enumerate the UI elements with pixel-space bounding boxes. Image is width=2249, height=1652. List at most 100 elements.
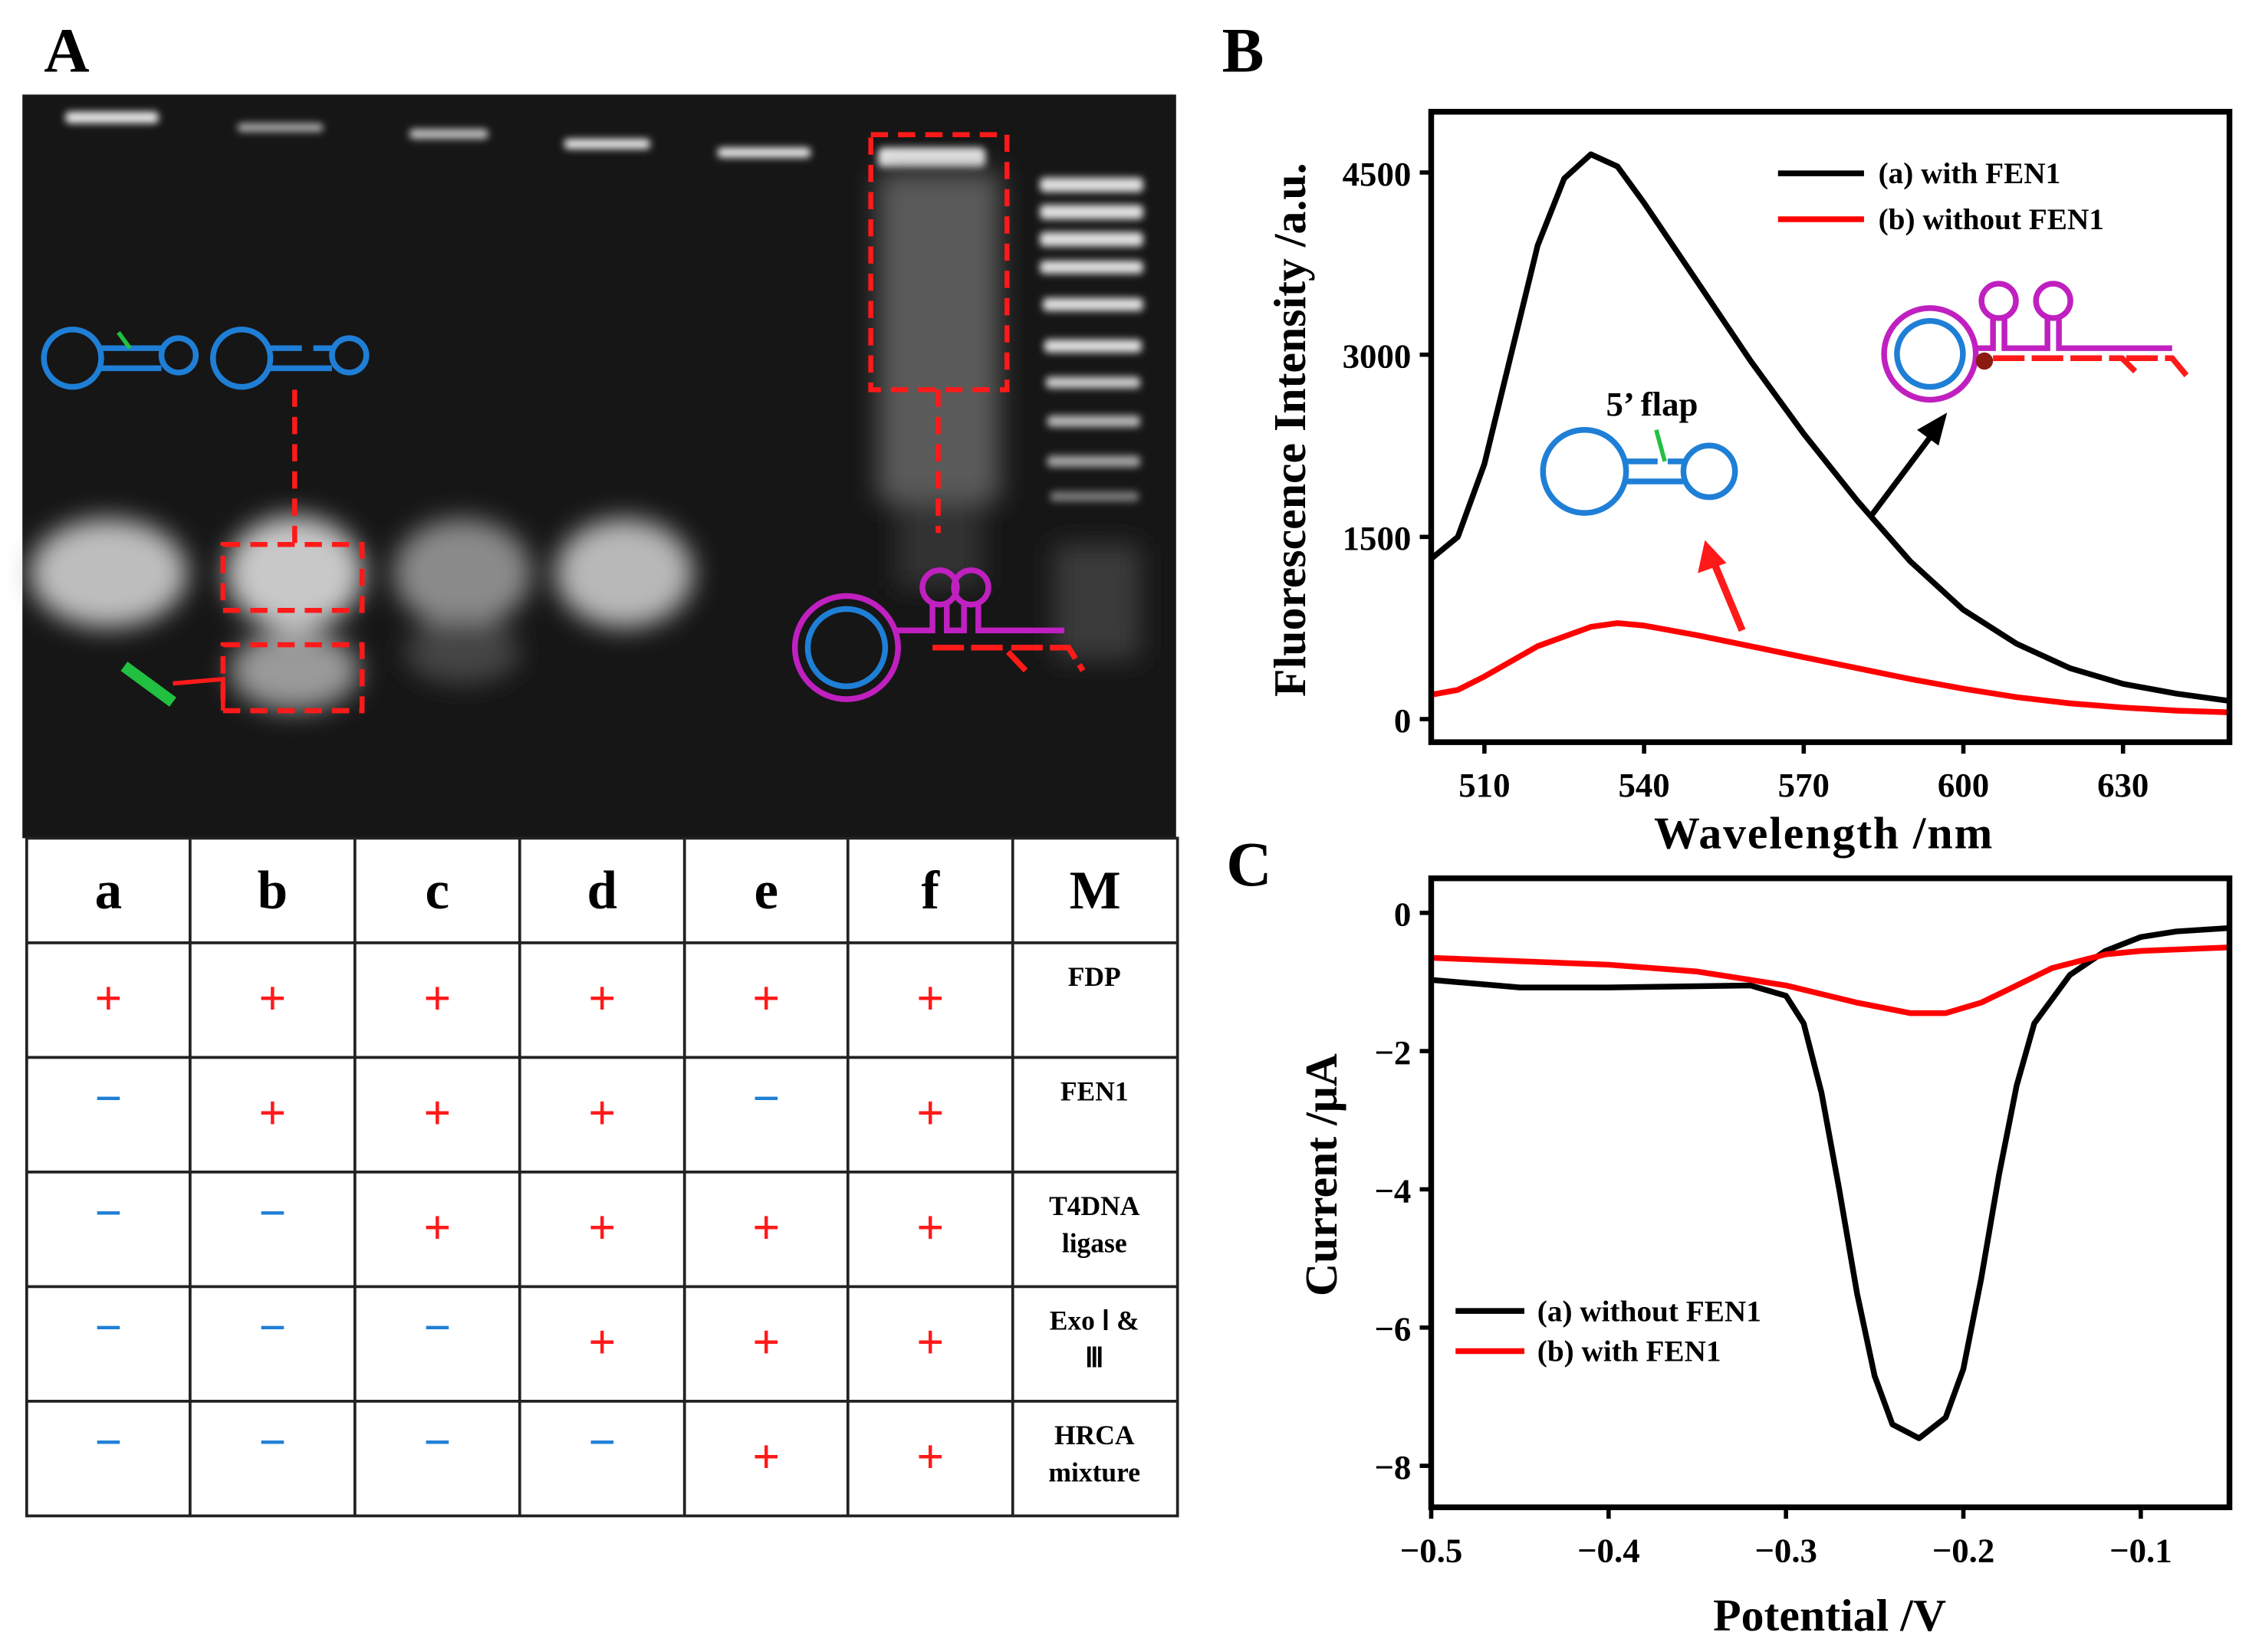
x-tick-label: 630 <box>2097 766 2149 804</box>
table-cell-sign: + <box>916 1315 944 1369</box>
x-tick-label: 570 <box>1778 766 1830 804</box>
lane-header: f <box>921 861 940 921</box>
y-tick-label: 0 <box>1394 701 1411 740</box>
table-cell-sign: − <box>94 1415 122 1470</box>
table-cell-sign: + <box>752 1429 780 1483</box>
x-tick-label: 600 <box>1938 766 1989 804</box>
table-cell-sign: + <box>916 971 944 1025</box>
dumbbell-probe-icon <box>41 327 370 390</box>
inset-dumbbell-probe-icon <box>1540 426 1738 516</box>
y-axis-label: Fluorescence Intensity /a.u. <box>1264 163 1315 696</box>
x-tick-label: −0.3 <box>1754 1531 1817 1569</box>
gel-image <box>22 94 1176 839</box>
highlight-boxes <box>220 132 1010 714</box>
lane-header: d <box>587 861 617 921</box>
table-cell-sign: + <box>916 1085 944 1140</box>
table-cell-sign: + <box>94 971 122 1025</box>
panel-label-c: C <box>1226 829 1271 899</box>
table-cell-sign: − <box>588 1415 616 1470</box>
x-tick-label: −0.5 <box>1400 1531 1463 1569</box>
table-cell-sign: + <box>423 971 451 1025</box>
x-tick-label: −0.4 <box>1577 1531 1640 1569</box>
legend-label-1: (b) with FEN1 <box>1537 1335 1721 1368</box>
reaction-table: a b c d e f M + + + + + + FDP − + + + − + FEN1 − − + + + + T4DNA lig… <box>25 836 1179 1518</box>
y-tick-label: 1500 <box>1343 519 1412 557</box>
reagent-label: mixture <box>1048 1457 1140 1488</box>
y-tick-label: −4 <box>1374 1171 1411 1210</box>
flap-fragment-icon <box>120 662 176 707</box>
series-line-1 <box>1431 944 2230 1016</box>
inset-flap-icon <box>1654 429 1667 462</box>
lane-header: c <box>426 861 450 921</box>
x-tick-label: 510 <box>1458 766 1510 804</box>
x-tick-label: 540 <box>1618 766 1669 804</box>
reagent-label: FDP <box>1068 961 1121 992</box>
table-cell-sign: + <box>588 1200 616 1254</box>
panel-label-a: A <box>44 15 89 85</box>
y-tick-label: −8 <box>1374 1448 1411 1486</box>
quencher-dot-icon <box>1975 352 1994 370</box>
table-cell-sign: + <box>916 1429 944 1483</box>
table-cell-sign: + <box>423 1085 451 1140</box>
table-cell-sign: − <box>258 1300 286 1355</box>
series-line-0 <box>1431 925 2230 1441</box>
panel-label-b: B <box>1222 15 1264 85</box>
reagent-label: T4DNA <box>1049 1191 1140 1221</box>
table-border <box>25 836 1179 1518</box>
lane-header: a <box>95 861 123 921</box>
chart-fluorescence: 510 540 570 600 630 0 1500 3000 4500 Wavelength /… <box>1264 109 2233 858</box>
x-tick-label: −0.1 <box>2109 1531 2172 1569</box>
ladder-lane-m <box>1040 177 1143 502</box>
table-cell-sign: + <box>258 1085 286 1140</box>
plot-frame <box>1428 109 2233 745</box>
arrow-black-icon <box>1869 412 1948 518</box>
table-cell-sign: − <box>258 1186 286 1240</box>
table-cell-sign: + <box>588 1085 616 1140</box>
reagent-label: FEN1 <box>1060 1076 1129 1106</box>
table-cell-sign: + <box>588 971 616 1025</box>
plot-frame <box>1428 875 2233 1510</box>
table-cell-sign: + <box>423 1200 451 1254</box>
y-tick-label: 3000 <box>1343 337 1412 376</box>
table-cell-sign: + <box>258 971 286 1025</box>
flap-label: 5’ flap <box>1606 385 1698 423</box>
lane-header: e <box>754 861 778 921</box>
reagent-label: Exo Ⅰ & <box>1050 1305 1139 1335</box>
table-cell-sign: + <box>752 971 780 1025</box>
y-tick-label: −2 <box>1374 1033 1411 1072</box>
legend-label-0: (a) with FEN1 <box>1879 157 2061 190</box>
table-cell-sign: − <box>752 1071 780 1125</box>
table-cell-sign: − <box>423 1300 451 1355</box>
y-tick-label: 0 <box>1394 895 1411 934</box>
reagent-label: ligase <box>1062 1228 1127 1259</box>
table-cell-sign: + <box>588 1315 616 1369</box>
table-cell-sign: + <box>916 1200 944 1254</box>
legend-label-0: (a) without FEN1 <box>1537 1295 1761 1328</box>
y-tick-label: 4500 <box>1343 155 1412 193</box>
series-line-0 <box>1429 151 2231 704</box>
series-line-1 <box>1430 620 2230 716</box>
table-cell-sign: − <box>94 1071 122 1125</box>
reagent-label: Ⅲ <box>1085 1342 1103 1373</box>
lane-header: M <box>1070 861 1121 921</box>
hrca-product-icon <box>791 567 1086 702</box>
y-tick-label: −6 <box>1374 1310 1411 1348</box>
lane-header: b <box>258 861 288 921</box>
table-cell-sign: + <box>752 1315 780 1369</box>
table-cell-sign: − <box>94 1300 122 1355</box>
x-axis-label: Wavelength /nm <box>1654 807 1994 858</box>
table-cell-sign: − <box>258 1415 286 1470</box>
chart-current: −0.5 −0.4 −0.3 −0.2 −0.1 0 −2 −4 −6 −8 Potential /… <box>1296 875 2233 1641</box>
inset-hrca-product-icon <box>1881 281 2189 403</box>
arrow-red-icon <box>1698 540 1746 632</box>
flap-pointer <box>173 676 225 711</box>
reagent-label: HRCA <box>1054 1420 1135 1450</box>
x-axis-label: Potential /V <box>1713 1590 1946 1641</box>
flap-icon <box>117 330 132 350</box>
gel-wells <box>65 111 986 168</box>
y-axis-label: Current /μA <box>1296 1053 1346 1296</box>
table-cell-sign: + <box>752 1200 780 1254</box>
legend-label-1: (b) without FEN1 <box>1879 203 2104 236</box>
table-cell-sign: − <box>423 1415 451 1470</box>
